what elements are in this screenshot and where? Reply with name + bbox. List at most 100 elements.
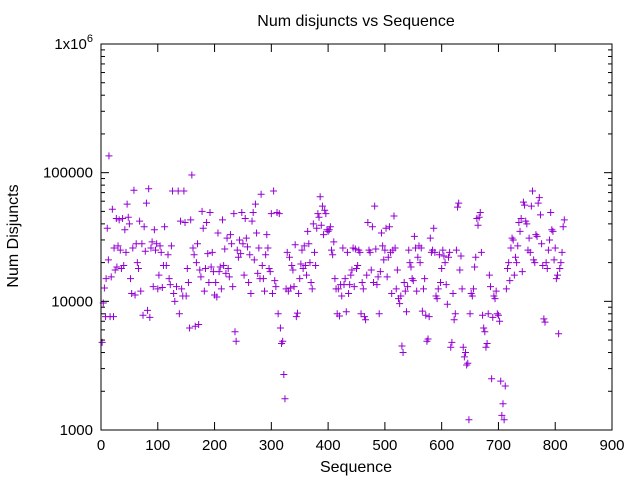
data-point bbox=[404, 283, 412, 291]
data-point bbox=[312, 261, 320, 269]
data-point bbox=[486, 283, 494, 291]
data-point bbox=[276, 324, 284, 332]
data-point bbox=[534, 199, 542, 207]
data-point bbox=[192, 259, 200, 267]
data-point bbox=[166, 281, 174, 289]
data-point bbox=[324, 227, 332, 235]
data-point bbox=[381, 246, 389, 254]
data-point bbox=[196, 266, 204, 274]
data-point bbox=[447, 343, 455, 351]
data-point bbox=[496, 317, 504, 325]
data-point bbox=[362, 316, 370, 324]
data-point bbox=[271, 277, 279, 285]
data-point bbox=[434, 285, 442, 293]
data-point bbox=[474, 221, 482, 229]
data-point bbox=[222, 269, 230, 277]
data-point bbox=[553, 271, 561, 279]
data-point bbox=[476, 209, 484, 217]
data-point bbox=[173, 283, 181, 291]
data-point bbox=[145, 185, 153, 193]
data-point bbox=[226, 231, 234, 239]
data-point bbox=[515, 218, 523, 226]
data-point bbox=[383, 273, 391, 281]
data-point bbox=[221, 245, 229, 253]
data-point bbox=[157, 248, 165, 256]
data-point bbox=[233, 246, 241, 254]
data-point bbox=[164, 251, 172, 259]
data-point bbox=[110, 244, 118, 252]
data-point bbox=[507, 244, 515, 252]
data-point bbox=[213, 293, 221, 301]
data-point bbox=[155, 271, 163, 279]
data-point bbox=[289, 266, 297, 274]
data-point bbox=[188, 171, 196, 179]
data-point bbox=[150, 226, 158, 234]
data-point bbox=[212, 279, 220, 287]
data-point bbox=[460, 353, 468, 361]
data-point bbox=[506, 277, 514, 285]
data-point bbox=[509, 236, 517, 244]
data-point bbox=[523, 220, 531, 228]
data-point bbox=[287, 284, 295, 292]
data-point bbox=[122, 248, 130, 256]
data-point bbox=[539, 261, 547, 269]
data-point bbox=[342, 308, 350, 316]
data-point bbox=[485, 271, 493, 279]
data-point bbox=[514, 242, 522, 250]
axes: 0 100 200 300 400 500 600 700 800 900 1000 10000 100… bbox=[43, 33, 625, 454]
data-point bbox=[549, 227, 557, 235]
data-point bbox=[300, 242, 308, 250]
data-point bbox=[224, 264, 232, 272]
data-point bbox=[519, 198, 527, 206]
data-point bbox=[329, 251, 337, 259]
data-point bbox=[541, 318, 549, 326]
data-point bbox=[502, 285, 510, 293]
data-point bbox=[237, 250, 245, 258]
plot-frame bbox=[100, 43, 613, 431]
data-point bbox=[182, 292, 190, 300]
data-point bbox=[220, 261, 228, 269]
data-point bbox=[458, 285, 466, 293]
data-point bbox=[441, 259, 449, 267]
data-point bbox=[456, 266, 464, 274]
data-point bbox=[112, 215, 120, 223]
data-point bbox=[216, 263, 224, 271]
data-point bbox=[247, 290, 255, 298]
data-point bbox=[229, 283, 237, 291]
data-point bbox=[187, 216, 195, 224]
data-point bbox=[422, 311, 430, 319]
data-point bbox=[134, 264, 142, 272]
data-point bbox=[272, 283, 280, 291]
data-point bbox=[219, 216, 227, 224]
data-point bbox=[303, 271, 311, 279]
data-point bbox=[416, 259, 424, 267]
data-point bbox=[504, 264, 512, 272]
data-point bbox=[430, 224, 438, 232]
data-point bbox=[531, 259, 539, 267]
data-point bbox=[511, 253, 519, 261]
data-point bbox=[535, 194, 543, 202]
data-point bbox=[480, 324, 488, 332]
data-point bbox=[228, 240, 236, 248]
data-point bbox=[405, 246, 413, 254]
data-point bbox=[136, 217, 144, 225]
data-point bbox=[482, 343, 490, 351]
y-axis-label: Num Disjuncts bbox=[5, 184, 22, 287]
data-point bbox=[358, 279, 366, 287]
data-point bbox=[407, 263, 415, 271]
y-tick-label: 1000 bbox=[60, 422, 93, 439]
data-point bbox=[313, 224, 321, 232]
data-point bbox=[409, 277, 417, 285]
data-point bbox=[388, 290, 396, 298]
data-point bbox=[305, 240, 313, 248]
data-point bbox=[343, 248, 351, 256]
data-point bbox=[443, 300, 451, 308]
data-point bbox=[158, 284, 166, 292]
data-point bbox=[390, 212, 398, 220]
data-point bbox=[263, 231, 271, 239]
data-point bbox=[322, 210, 330, 218]
data-point bbox=[444, 253, 452, 261]
data-point bbox=[290, 283, 298, 291]
data-point bbox=[245, 279, 253, 287]
